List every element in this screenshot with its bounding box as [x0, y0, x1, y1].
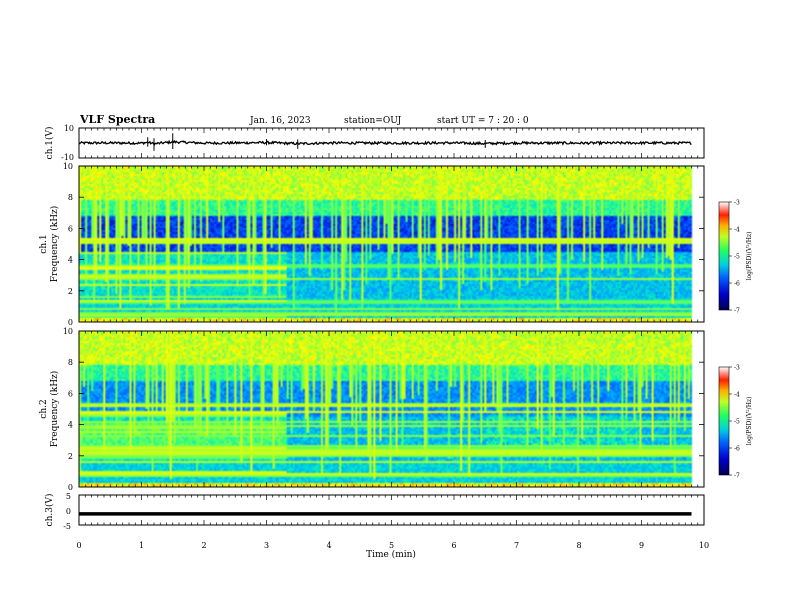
ch2-colorbar: -3 -4 -5 -6 -7 log(PSD)(V²/Hz)	[718, 365, 753, 480]
time-tick-label: 0	[76, 541, 81, 550]
freq-tick-label: 2	[68, 287, 73, 296]
ch2-freq-ylabel-channel: ch.2	[39, 399, 49, 418]
freq-tick-label: 4	[68, 421, 73, 430]
freq-tick-label: 0	[68, 318, 73, 327]
colorbar-tick-label: -6	[734, 446, 740, 453]
ch1-ytick-top: 10	[64, 124, 74, 133]
time-tick-label: 4	[326, 541, 331, 550]
ch2-spectrogram-panel: 0 2 4 6 8 10 ch.2 Frequency (kHz)	[39, 327, 705, 492]
ch1-ytick-bottom: -10	[61, 153, 74, 162]
time-tick-label: 7	[514, 541, 519, 550]
ch1-freq-ylabel-channel: ch.1	[39, 234, 49, 253]
time-tick-labels: 0 1 2 3 4 5 6 7 8 9 10	[76, 541, 709, 550]
time-ticks	[78, 128, 705, 525]
freq-tick-label: 8	[68, 193, 73, 202]
freq-tick-label: 4	[68, 256, 73, 265]
time-tick-label: 10	[699, 541, 709, 550]
ch1-colorbar-ticks: -3 -4 -5 -6 -7	[729, 200, 740, 315]
start-time-label: start UT = 7 : 20 : 0	[437, 116, 529, 126]
freq-tick-label: 10	[63, 162, 73, 171]
ch1-waveform-panel: 10 -10 ch.1(V)	[44, 124, 705, 162]
ch1-colorbar: -3 -4 -5 -6 -7 log(PSD)(V²/Hz)	[718, 200, 753, 315]
station-label: station=OUJ	[344, 116, 402, 126]
colorbar-tick-label: -5	[734, 254, 740, 261]
time-tick-label: 8	[576, 541, 581, 550]
freq-tick-label: 6	[68, 224, 73, 233]
ch2-colorbar-ticks: -3 -4 -5 -6 -7	[729, 365, 740, 480]
ch1-freq-ticks: 0 2 4 6 8 10	[63, 162, 704, 327]
freq-tick-label: 8	[68, 358, 73, 367]
ch1-waveform-trace	[78, 133, 692, 151]
freq-tick-label: 10	[63, 327, 73, 336]
colorbar-tick-label: -3	[734, 200, 740, 207]
time-tick-label: 5	[389, 541, 394, 550]
ch3-ytick-top: 5	[66, 492, 71, 501]
ch2-spectrogram-image	[79, 331, 704, 487]
colorbar-tick-label: -7	[734, 308, 740, 315]
ch1-waveform-line	[78, 139, 692, 147]
ch3-ytick-bottom: -5	[63, 522, 71, 531]
ch2-colorbar-label: log(PSD)(V²/Hz)	[746, 397, 753, 446]
ch2-freq-ticks: 0 2 4 6 8 10	[63, 327, 704, 492]
date-label: Jan. 16, 2023	[249, 116, 311, 126]
colorbar-tick-label: -7	[734, 473, 740, 480]
time-axis-label: Time (min)	[366, 549, 416, 560]
colorbar-tick-label: -4	[734, 227, 740, 234]
colorbar-tick-label: -4	[734, 392, 740, 399]
figure-title: VLF Spectra	[79, 113, 155, 126]
ch3-ytick-mid: 0	[66, 507, 71, 516]
time-tick-label: 3	[264, 541, 269, 550]
colorbar-tick-label: -3	[734, 365, 740, 372]
freq-tick-label: 0	[68, 483, 73, 492]
time-tick-label: 9	[639, 541, 644, 550]
colorbar-tick-label: -5	[734, 419, 740, 426]
time-tick-label: 2	[201, 541, 206, 550]
ch1-freq-ylabel: Frequency (kHz)	[49, 206, 60, 283]
ch3-waveform-panel: 5 0 -5 ch.3(V)	[44, 492, 705, 531]
ch1-colorbar-label: log(PSD)(V²/Hz)	[746, 232, 753, 281]
spectrogram-raster	[79, 331, 704, 487]
ch1-spectrogram-image	[79, 166, 704, 322]
colorbar-tick-label: -6	[734, 281, 740, 288]
time-tick-label: 1	[139, 541, 144, 550]
ch1-spectrogram-panel: 0 2 4 6 8 10 ch.1 Frequency (kHz)	[39, 162, 705, 327]
ch3-ylabel: ch.3(V)	[44, 494, 55, 527]
ch2-freq-ylabel: Frequency (kHz)	[49, 371, 60, 448]
ch1-ylabel: ch.1(V)	[44, 127, 55, 160]
time-tick-label: 6	[451, 541, 456, 550]
spectrogram-raster	[79, 166, 704, 322]
freq-tick-label: 6	[68, 389, 73, 398]
freq-tick-label: 2	[68, 452, 73, 461]
